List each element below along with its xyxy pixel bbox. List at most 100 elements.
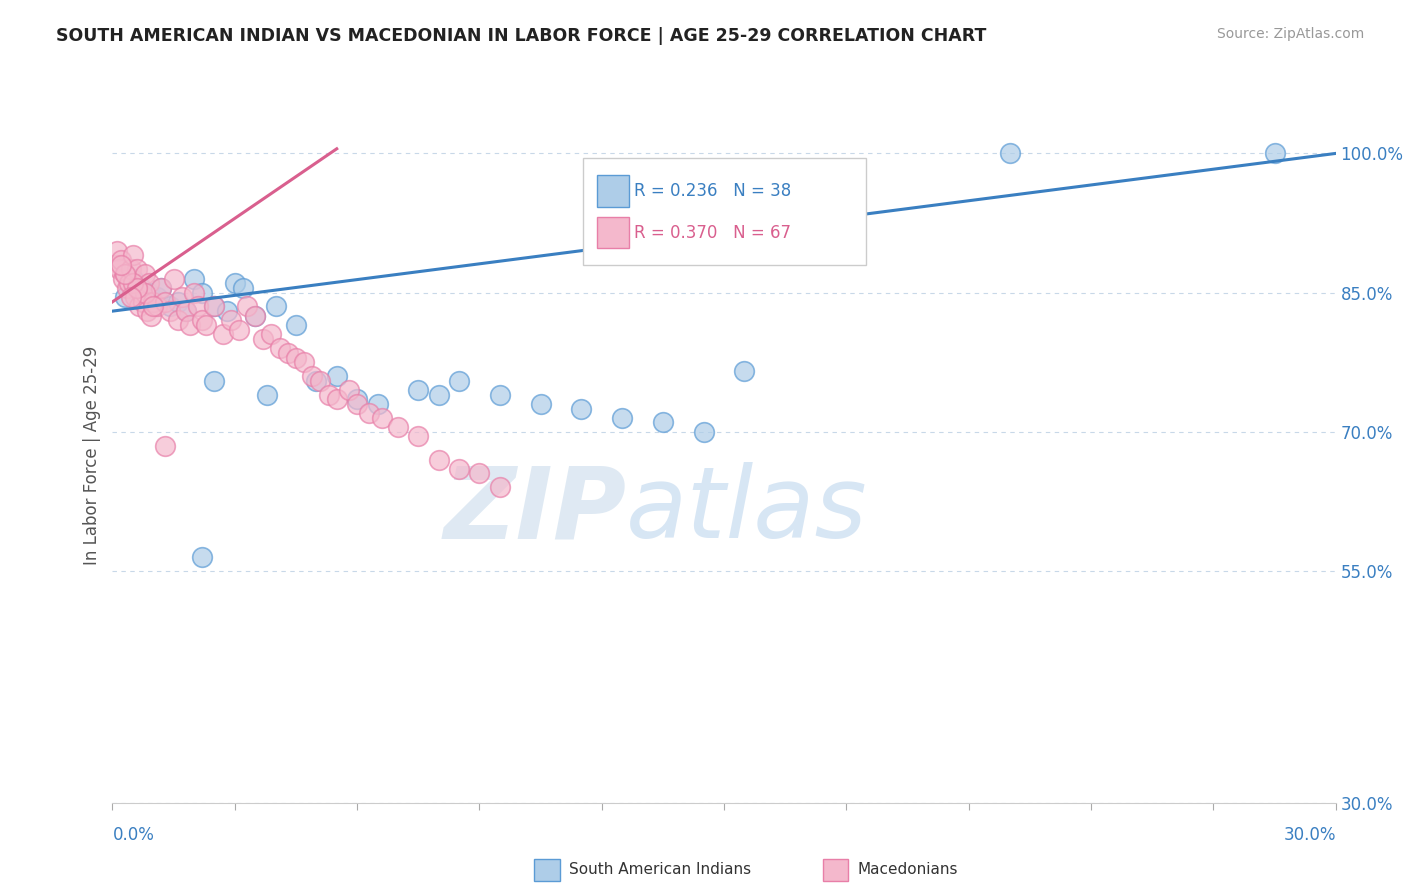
- Point: [138, 285, 160, 300]
- Point: [610, 410, 633, 425]
- Point: [105, 244, 128, 258]
- Point: [245, 309, 267, 323]
- Point: [110, 258, 132, 272]
- Point: [337, 383, 360, 397]
- Point: [305, 374, 328, 388]
- Point: [132, 294, 155, 309]
- Point: [1264, 146, 1286, 161]
- Point: [232, 281, 254, 295]
- Point: [179, 318, 201, 332]
- Point: [134, 285, 156, 300]
- Point: [125, 262, 148, 277]
- Point: [115, 281, 138, 295]
- Point: [174, 304, 197, 318]
- Point: [142, 300, 165, 314]
- Point: [408, 429, 430, 443]
- Point: [174, 304, 197, 318]
- Point: [141, 309, 163, 323]
- Point: [571, 401, 593, 416]
- Text: South American Indians: South American Indians: [569, 863, 752, 877]
- Point: [159, 300, 181, 314]
- Text: R = 0.370   N = 67: R = 0.370 N = 67: [634, 224, 792, 242]
- Point: [427, 452, 450, 467]
- Point: [159, 304, 181, 318]
- Point: [114, 267, 136, 281]
- Text: 30.0%: 30.0%: [1284, 826, 1336, 844]
- Point: [284, 351, 308, 365]
- Point: [264, 300, 287, 314]
- Point: [447, 462, 470, 476]
- Point: [129, 285, 152, 300]
- Text: ZIP: ZIP: [443, 462, 626, 559]
- Point: [447, 374, 470, 388]
- Point: [166, 313, 188, 327]
- Point: [211, 327, 233, 342]
- Point: [228, 323, 250, 337]
- Point: [252, 332, 274, 346]
- Point: [150, 281, 173, 295]
- Point: [269, 341, 291, 355]
- Point: [260, 327, 283, 342]
- Point: [318, 387, 340, 401]
- Point: [468, 467, 491, 481]
- Point: [204, 300, 226, 314]
- Point: [195, 318, 218, 332]
- Point: [292, 355, 315, 369]
- Point: [110, 253, 132, 268]
- Point: [150, 281, 173, 295]
- Point: [652, 416, 675, 430]
- Point: [359, 406, 381, 420]
- Point: [129, 281, 152, 295]
- Point: [224, 277, 246, 291]
- Point: [155, 294, 177, 309]
- Point: [146, 290, 169, 304]
- Point: [693, 425, 716, 439]
- Point: [427, 387, 450, 401]
- Point: [245, 309, 267, 323]
- Point: [408, 383, 430, 397]
- Point: [284, 318, 308, 332]
- Point: [136, 304, 159, 318]
- Text: SOUTH AMERICAN INDIAN VS MACEDONIAN IN LABOR FORCE | AGE 25-29 CORRELATION CHART: SOUTH AMERICAN INDIAN VS MACEDONIAN IN L…: [56, 27, 987, 45]
- Point: [124, 290, 146, 304]
- Point: [163, 271, 186, 285]
- Point: [122, 271, 145, 285]
- Point: [118, 277, 141, 291]
- Text: 0.0%: 0.0%: [112, 826, 155, 844]
- Point: [191, 285, 214, 300]
- Text: Source: ZipAtlas.com: Source: ZipAtlas.com: [1216, 27, 1364, 41]
- Point: [120, 262, 142, 277]
- Point: [277, 346, 299, 360]
- Point: [309, 374, 332, 388]
- Point: [122, 248, 145, 262]
- Point: [301, 369, 323, 384]
- Point: [489, 480, 512, 494]
- Point: [183, 285, 205, 300]
- Point: [387, 420, 409, 434]
- Point: [166, 294, 188, 309]
- Point: [142, 294, 165, 309]
- Point: [529, 397, 551, 411]
- Point: [125, 281, 148, 295]
- Point: [142, 294, 165, 309]
- Point: [326, 392, 349, 407]
- Text: Macedonians: Macedonians: [858, 863, 957, 877]
- Point: [155, 439, 177, 453]
- Point: [219, 313, 242, 327]
- Point: [103, 258, 125, 272]
- Point: [346, 397, 368, 411]
- Point: [346, 392, 368, 407]
- Point: [170, 290, 193, 304]
- Point: [370, 410, 392, 425]
- Point: [114, 267, 136, 281]
- Text: R = 0.236   N = 38: R = 0.236 N = 38: [634, 182, 792, 200]
- Point: [187, 300, 209, 314]
- Point: [236, 300, 259, 314]
- Point: [191, 549, 214, 564]
- Point: [107, 262, 129, 277]
- Point: [183, 271, 205, 285]
- Point: [734, 364, 756, 378]
- Point: [111, 271, 134, 285]
- Point: [146, 300, 169, 314]
- Point: [326, 369, 349, 384]
